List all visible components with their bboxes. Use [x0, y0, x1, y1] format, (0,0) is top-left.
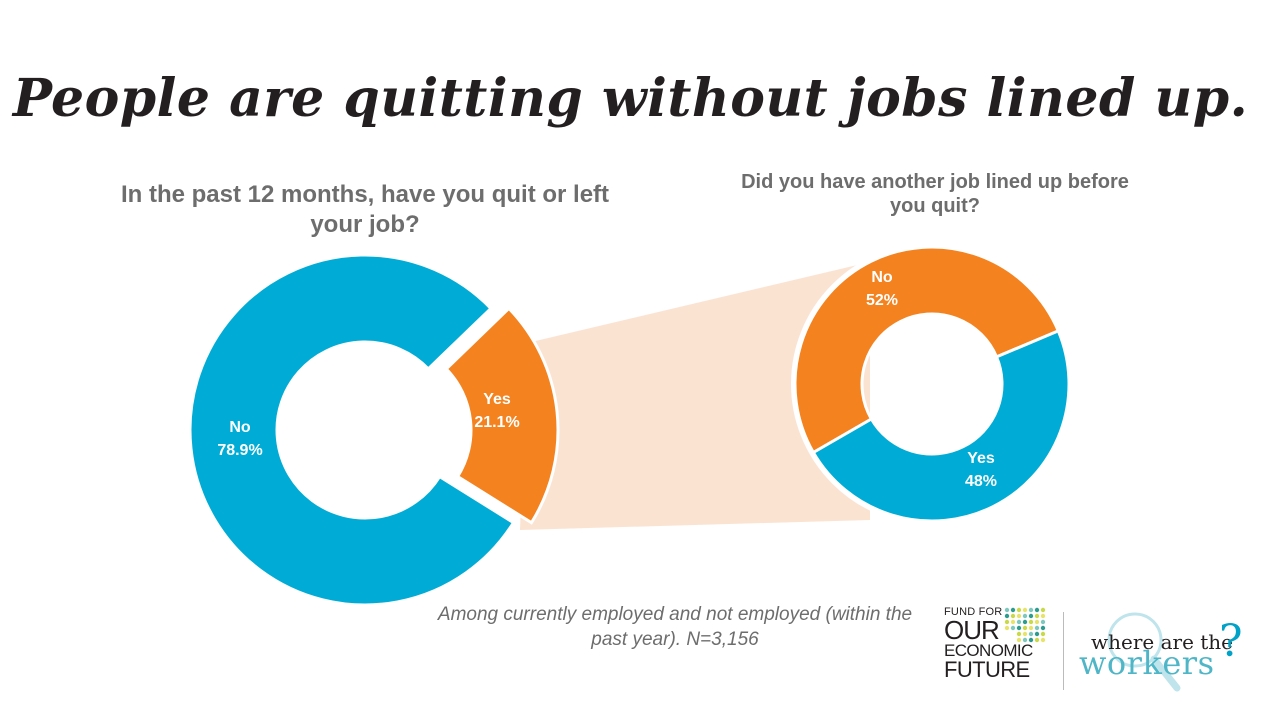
fund-logo-line1: FUND FOR — [944, 606, 1003, 618]
logo-dot — [1016, 613, 1022, 619]
chart1-value-label: 21.1% — [474, 414, 519, 431]
logo-dot — [1022, 619, 1028, 625]
logo-dot — [1016, 631, 1022, 637]
logo-dot — [1022, 607, 1028, 613]
chart1-slice-no — [188, 253, 516, 607]
chart1-value-label: 78.9% — [217, 442, 262, 459]
logo-dot — [1016, 607, 1022, 613]
logo-divider — [1063, 612, 1064, 690]
chart1-title: In the past 12 months, have you quit or … — [120, 181, 610, 238]
logo-dot — [1028, 613, 1034, 619]
logo-dot — [1022, 625, 1028, 631]
logo-dot — [1040, 613, 1046, 619]
logo-dot — [1028, 607, 1034, 613]
chart2-value-label: 48% — [965, 473, 997, 490]
chart2-outer-ring — [791, 243, 1073, 525]
logo-dot — [1016, 625, 1022, 631]
chart1-category-label: Yes — [483, 391, 511, 408]
logo-dot — [1034, 619, 1040, 625]
logo-dot — [1034, 607, 1040, 613]
logo-dot — [1010, 607, 1016, 613]
logo-dot — [1028, 637, 1034, 643]
logo-dot — [1022, 631, 1028, 637]
chart1-category-label: No — [229, 419, 251, 436]
logo-dot — [1004, 625, 1010, 631]
logo-dot — [1010, 613, 1016, 619]
logo-dot — [1040, 631, 1046, 637]
logo-dot — [1016, 637, 1022, 643]
logo-dot — [1034, 625, 1040, 631]
donut-chart-job-lined-up: No 52% Yes 48% — [791, 243, 1073, 525]
logo-dot — [1010, 625, 1016, 631]
logo-dot — [1040, 637, 1046, 643]
question-mark-icon: ? — [1219, 616, 1243, 667]
logo-dot — [1010, 619, 1016, 625]
logo-dot — [1028, 625, 1034, 631]
workers-logo-line1: where are the — [1091, 630, 1234, 654]
logo-dot — [1016, 619, 1022, 625]
sample-note: Among currently employed and not employe… — [437, 604, 913, 650]
logo-dot — [1034, 637, 1040, 643]
logo-dot — [1004, 613, 1010, 619]
logo-dot — [1022, 637, 1028, 643]
chart2-title: Did you have another job lined up before… — [741, 171, 1129, 217]
fund-logo-line4: FUTURE — [944, 657, 1030, 682]
magnifier-icon — [1107, 612, 1181, 692]
fund-logo: FUND FOR OUR ECONOMIC FUTURE — [944, 607, 1056, 691]
workers-logo: where are the workers ? — [1075, 602, 1255, 697]
logo-dot — [1022, 613, 1028, 619]
logo-dot — [1034, 631, 1040, 637]
donut-chart-quit: Yes 21.1% No 78.9% — [188, 253, 560, 607]
logo-dot — [1040, 625, 1046, 631]
page-title: People are quitting without jobs lined u… — [12, 68, 1249, 129]
logo-dot — [1028, 631, 1034, 637]
logo-dot — [1040, 607, 1046, 613]
chart2-slice-no — [793, 245, 1061, 455]
logo-dot — [1034, 613, 1040, 619]
fund-logo-line2: OUR — [944, 615, 1000, 645]
connector-band — [520, 262, 870, 530]
chart2-category-label: Yes — [967, 450, 995, 467]
dot-grid-icon — [1004, 607, 1046, 643]
workers-logo-line2: workers — [1079, 644, 1215, 682]
chart2-value-label: 52% — [866, 292, 898, 309]
fund-logo-line3: ECONOMIC — [944, 641, 1033, 660]
chart2-category-label: No — [871, 269, 893, 286]
chart1-slice-yes — [444, 306, 560, 525]
logo-dot — [1040, 619, 1046, 625]
logo-dot — [1004, 619, 1010, 625]
logo-dot — [1004, 607, 1010, 613]
logo-dot — [1028, 619, 1034, 625]
